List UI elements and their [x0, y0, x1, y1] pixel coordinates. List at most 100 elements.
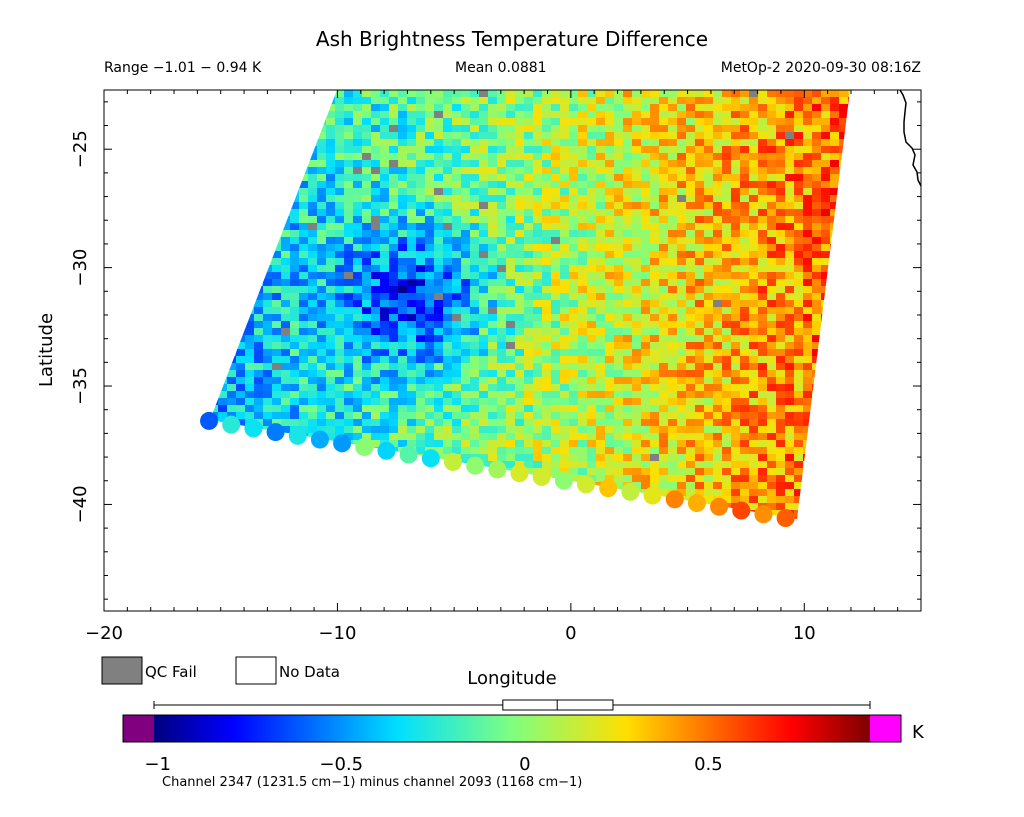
heatmap-cell: [326, 265, 335, 272]
heatmap-cell: [533, 167, 542, 174]
heatmap-cell: [551, 412, 560, 419]
heatmap-cell: [758, 104, 767, 111]
heatmap-cell: [317, 419, 326, 426]
heatmap-cell: [407, 328, 416, 335]
heatmap-cell: [263, 132, 272, 139]
heatmap-cell: [803, 97, 812, 104]
heatmap-cell: [488, 188, 497, 195]
heatmap-cell: [506, 223, 515, 230]
heatmap-cell: [578, 293, 587, 300]
heatmap-cell: [722, 349, 731, 356]
heatmap-cell: [434, 503, 443, 510]
heatmap-cell: [425, 167, 434, 174]
heatmap-cell: [308, 237, 317, 244]
heatmap-cell: [641, 335, 650, 342]
heatmap-cell: [578, 517, 587, 519]
heatmap-cell: [371, 265, 380, 272]
heatmap-cell: [200, 251, 209, 258]
heatmap-cell: [551, 503, 560, 510]
heatmap-cell: [326, 328, 335, 335]
heatmap-cell: [812, 209, 821, 216]
heatmap-cell: [641, 188, 650, 195]
heatmap-cell: [210, 489, 218, 496]
heatmap-cell: [380, 517, 389, 519]
heatmap-cell: [416, 517, 425, 519]
heatmap-cell: [227, 412, 236, 419]
heatmap-cell: [308, 181, 317, 188]
heatmap-cell: [821, 167, 830, 174]
heatmap-cell: [668, 216, 677, 223]
heatmap-cell: [308, 461, 317, 468]
heatmap-cell: [533, 265, 542, 272]
heatmap-cell: [227, 405, 236, 412]
heatmap-cell: [308, 377, 317, 384]
heatmap-cell: [551, 349, 560, 356]
heatmap-cell: [578, 524, 587, 531]
colorbar: −1 −0.5 0 0.5 K Channel 2347 (1231.5 cm−1) …: [122, 714, 925, 790]
heatmap-cell: [794, 265, 803, 272]
heatmap-cell: [596, 258, 605, 265]
heatmap-cell: [263, 111, 272, 118]
heatmap-cell: [722, 489, 731, 496]
heatmap-cell: [434, 209, 443, 216]
heatmap-cell: [785, 412, 794, 419]
heatmap-cell: [452, 97, 461, 104]
heatmap-cell: [461, 265, 470, 272]
heatmap-cell: [749, 447, 758, 454]
heatmap-cell: [362, 377, 371, 384]
heatmap-cell: [434, 223, 443, 230]
heatmap-cell: [686, 349, 695, 356]
heatmap-cell: [299, 447, 308, 454]
heatmap-cell: [210, 447, 218, 454]
heatmap-cell: [695, 195, 704, 202]
heatmap-cell: [524, 160, 533, 167]
heatmap-cell: [605, 230, 614, 237]
heatmap-cell: [686, 405, 695, 412]
heatmap-cell: [857, 412, 866, 419]
heatmap-cell: [407, 167, 416, 174]
heatmap-cell: [425, 230, 434, 237]
heatmap-cell: [533, 454, 542, 461]
heatmap-cell: [380, 370, 389, 377]
heatmap-cell: [362, 97, 371, 104]
heatmap-cell: [659, 370, 668, 377]
heatmap-cell: [461, 440, 470, 447]
heatmap-cell: [731, 272, 740, 279]
heatmap-cell: [812, 146, 821, 153]
heatmap-cell: [236, 496, 245, 503]
heatmap-cell: [263, 216, 272, 223]
heatmap-cell: [452, 223, 461, 230]
heatmap-cell: [308, 426, 317, 433]
heatmap-cell: [398, 230, 407, 237]
heatmap-cell: [767, 258, 776, 265]
heatmap-cell: [515, 188, 524, 195]
heatmap-cell: [722, 223, 731, 230]
heatmap-cell: [407, 195, 416, 202]
heatmap-cell: [524, 398, 533, 405]
heatmap-cell: [848, 391, 850, 398]
heatmap-cell: [210, 321, 218, 328]
heatmap-cell: [236, 391, 245, 398]
heatmap-cell: [488, 104, 497, 111]
heatmap-cell: [830, 188, 839, 195]
heatmap-cell: [497, 482, 506, 489]
heatmap-cell: [812, 132, 821, 139]
heatmap-cell: [830, 251, 839, 258]
heatmap-cell: [794, 251, 803, 258]
heatmap-cell: [731, 454, 740, 461]
heatmap-cell: [254, 370, 263, 377]
heatmap-cell: [614, 370, 623, 377]
heatmap-cell: [686, 237, 695, 244]
heatmap-cell: [452, 167, 461, 174]
heatmap-cell: [434, 104, 443, 111]
heatmap-cell: [785, 223, 794, 230]
heatmap-cell: [407, 503, 416, 510]
heatmap-cell: [767, 216, 776, 223]
heatmap-cell: [749, 272, 758, 279]
heatmap-cell: [803, 118, 812, 125]
heatmap-cell: [335, 475, 344, 482]
heatmap-cell: [210, 118, 218, 125]
heatmap-cell: [452, 412, 461, 419]
heatmap-cell: [317, 244, 326, 251]
heatmap-cell: [560, 188, 569, 195]
